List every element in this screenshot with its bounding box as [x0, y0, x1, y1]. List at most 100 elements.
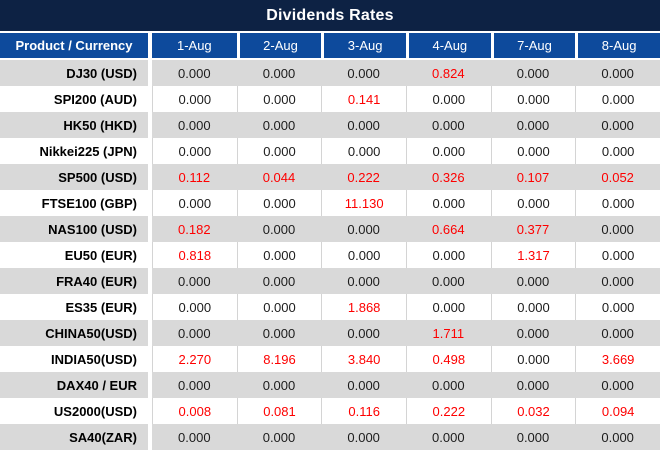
column-gap	[148, 372, 152, 398]
column-header-date: 1-Aug	[152, 33, 237, 58]
column-gap	[148, 60, 152, 86]
dividend-value: 0.000	[236, 112, 322, 138]
dividend-value: 0.000	[575, 190, 660, 216]
dividend-value: 0.000	[236, 320, 322, 346]
dividend-value: 11.130	[321, 190, 406, 216]
product-label: NAS100 (USD)	[0, 216, 148, 242]
column-gap	[148, 164, 152, 190]
dividend-value: 0.000	[490, 268, 576, 294]
dividend-value: 0.000	[405, 294, 491, 320]
dividend-value: 0.000	[575, 112, 660, 138]
dividend-value: 0.000	[405, 190, 491, 216]
product-label: SPI200 (AUD)	[0, 86, 148, 112]
dividend-value: 0.000	[321, 216, 406, 242]
dividend-value: 0.008	[152, 398, 237, 424]
dividend-value: 0.044	[236, 164, 322, 190]
dividend-value: 0.032	[490, 398, 576, 424]
column-gap	[148, 320, 152, 346]
dividend-value: 0.664	[405, 216, 491, 242]
dividend-value: 0.818	[152, 242, 237, 268]
dividend-value: 3.669	[575, 346, 660, 372]
column-header-date: 2-Aug	[236, 33, 322, 58]
dividend-value: 0.094	[575, 398, 660, 424]
dividend-value: 0.000	[321, 424, 406, 450]
dividend-value: 0.000	[321, 242, 406, 268]
dividend-value: 0.000	[152, 294, 237, 320]
dividend-value: 0.081	[236, 398, 322, 424]
dividend-value: 0.000	[405, 86, 491, 112]
divider	[0, 31, 660, 33]
product-label: US2000(USD)	[0, 398, 148, 424]
dividend-value: 0.000	[575, 320, 660, 346]
dividend-value: 0.000	[236, 372, 322, 398]
product-label: EU50 (EUR)	[0, 242, 148, 268]
dividend-value: 1.317	[490, 242, 576, 268]
dividend-value: 0.000	[490, 190, 576, 216]
dividend-value: 0.000	[152, 86, 237, 112]
dividend-value: 0.222	[321, 164, 406, 190]
table-row: DJ30 (USD) 0.000 0.000 0.000 0.824 0.000 0.000	[0, 60, 660, 86]
dividend-value: 0.000	[236, 86, 322, 112]
dividend-value: 0.000	[490, 320, 576, 346]
dividend-value: 0.000	[405, 424, 491, 450]
dividend-value: 0.000	[152, 112, 237, 138]
dividend-value: 0.000	[490, 294, 576, 320]
dividend-value: 0.000	[152, 138, 237, 164]
dividend-value: 0.000	[575, 268, 660, 294]
dividend-value: 0.000	[236, 294, 322, 320]
dividend-value: 0.000	[152, 60, 237, 86]
product-label: SP500 (USD)	[0, 164, 148, 190]
dividend-value: 0.000	[490, 372, 576, 398]
dividend-value: 0.000	[405, 372, 491, 398]
dividend-value: 0.000	[236, 242, 322, 268]
dividend-value: 0.112	[152, 164, 237, 190]
product-label: ES35 (EUR)	[0, 294, 148, 320]
product-label: DJ30 (USD)	[0, 60, 148, 86]
dividend-value: 0.000	[321, 112, 406, 138]
dividend-value: 0.326	[405, 164, 491, 190]
product-label: HK50 (HKD)	[0, 112, 148, 138]
column-header-product-currency: Product / Currency	[0, 33, 148, 58]
dividend-value: 0.000	[152, 424, 237, 450]
column-header-date: 7-Aug	[490, 33, 576, 58]
product-label: DAX40 / EUR	[0, 372, 148, 398]
dividend-value: 0.000	[405, 112, 491, 138]
dividend-value: 0.000	[405, 242, 491, 268]
dividend-value: 0.000	[236, 268, 322, 294]
dividend-value: 0.000	[321, 60, 406, 86]
dividend-value: 0.000	[575, 138, 660, 164]
column-gap	[148, 216, 152, 242]
dividend-value: 0.000	[405, 268, 491, 294]
dividend-value: 0.000	[152, 190, 237, 216]
column-gap	[148, 112, 152, 138]
table-row: CHINA50(USD) 0.000 0.000 0.000 1.711 0.000 0.0…	[0, 320, 660, 346]
column-gap	[148, 138, 152, 164]
column-gap	[148, 268, 152, 294]
table-row: SA40(ZAR) 0.000 0.000 0.000 0.000 0.000 0.000	[0, 424, 660, 450]
table-row: FRA40 (EUR) 0.000 0.000 0.000 0.000 0.000 0.00…	[0, 268, 660, 294]
dividend-value: 8.196	[236, 346, 322, 372]
product-label: SA40(ZAR)	[0, 424, 148, 450]
column-header-date: 3-Aug	[321, 33, 406, 58]
dividend-value: 0.498	[405, 346, 491, 372]
dividend-value: 0.000	[490, 86, 576, 112]
dividend-value: 0.000	[236, 424, 322, 450]
table-row: INDIA50(USD) 2.270 8.196 3.840 0.498 0.000 3.6…	[0, 346, 660, 372]
table-row: SP500 (USD) 0.112 0.044 0.222 0.326 0.107 0.05…	[0, 164, 660, 190]
dividend-value: 0.000	[236, 190, 322, 216]
table-bottom-edge	[0, 450, 660, 452]
column-gap	[148, 190, 152, 216]
dividend-value: 0.000	[321, 320, 406, 346]
table-header-row: Product / Currency 1-Aug 2-Aug 3-Aug 4-Aug 7…	[0, 33, 660, 58]
dividend-value: 0.000	[490, 424, 576, 450]
dividend-value: 0.141	[321, 86, 406, 112]
dividend-value: 0.000	[575, 60, 660, 86]
dividend-value: 1.868	[321, 294, 406, 320]
product-label: FTSE100 (GBP)	[0, 190, 148, 216]
column-gap	[148, 86, 152, 112]
product-label: FRA40 (EUR)	[0, 268, 148, 294]
dividend-value: 0.000	[575, 294, 660, 320]
page-title: Dividends Rates	[0, 0, 660, 31]
table-row: EU50 (EUR) 0.818 0.000 0.000 0.000 1.317 0.000	[0, 242, 660, 268]
